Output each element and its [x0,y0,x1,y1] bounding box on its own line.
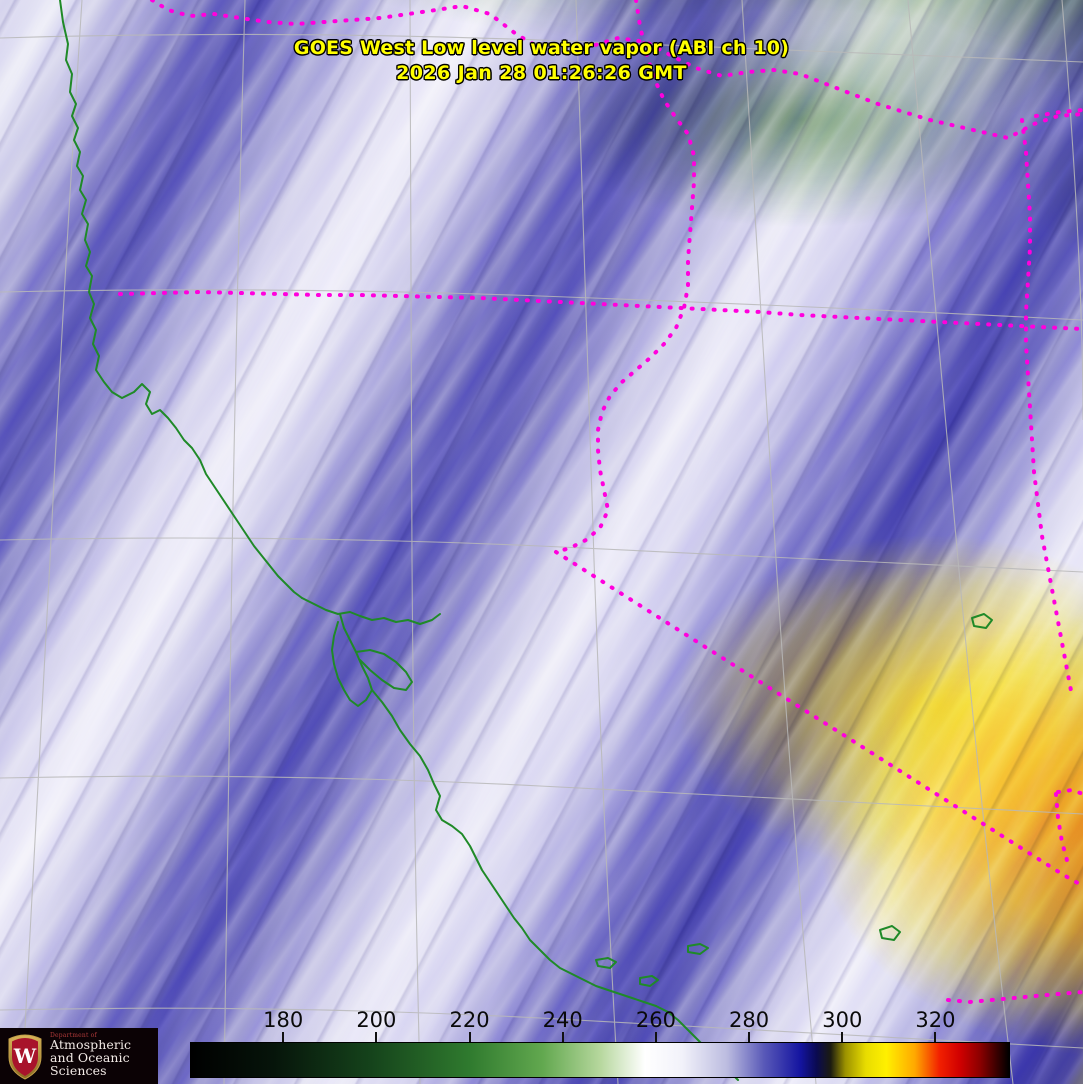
logo-line-2: and Oceanic Sciences [50,1050,130,1078]
colorbar-tick-mark [282,1032,285,1042]
colorbar-tick-mark [561,1032,564,1042]
colorbar-tick-mark [934,1032,937,1042]
logo-text: Department of Atmospheric and Oceanic Sc… [50,1033,158,1078]
colorbar-tick-mark [841,1032,844,1042]
logo-department-line: Department of [50,1032,97,1040]
colorbar-tick-mark [375,1032,378,1042]
colorbar-tick-mark [748,1032,751,1042]
logo-line-1: Atmospheric [50,1037,132,1053]
crest-icon: W [3,1031,47,1081]
uw-aos-logo: W Department of Atmospheric and Oceanic … [0,1028,158,1084]
colorbar-tick-mark [468,1032,471,1042]
colorbar-tick-mark [654,1032,657,1042]
svg-text:W: W [13,1044,37,1068]
